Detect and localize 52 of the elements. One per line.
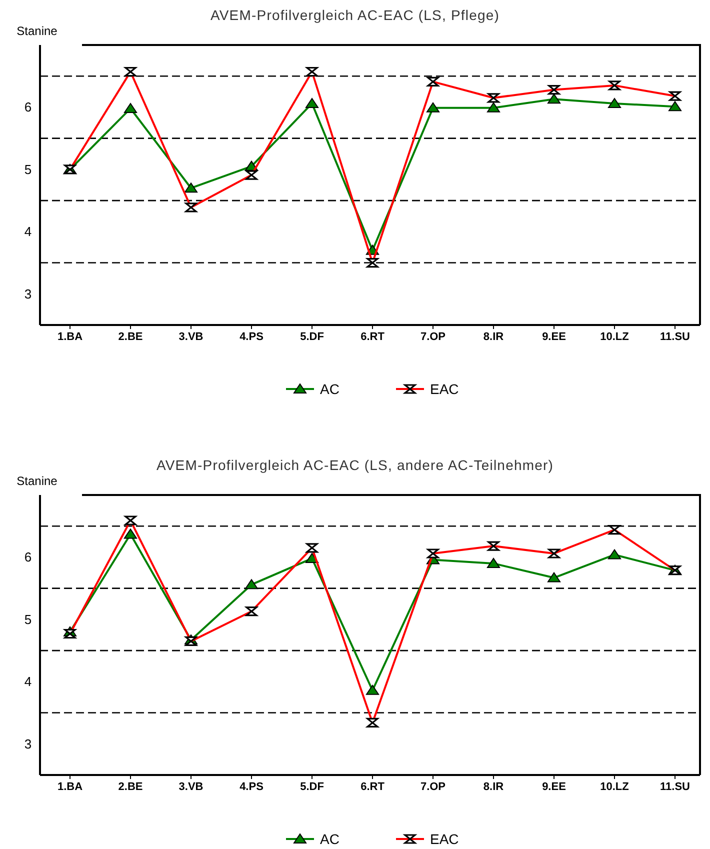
x-tick-label: 10.LZ: [600, 331, 630, 343]
point: [668, 101, 682, 112]
x-tick-label: 10.LZ: [600, 781, 630, 793]
x-tick-label: 5.DF: [300, 781, 324, 793]
x-tick-label: 7.OP: [420, 781, 446, 793]
chart-title: AVEM-Profilvergleich AC-EAC (LS, andere AC-Teilnehmer): [156, 457, 554, 473]
point: [608, 98, 621, 108]
x-tick-label: 1.BA: [57, 331, 83, 343]
x-tick-label: 9.EE: [542, 781, 566, 793]
x-tick-label: 4.PS: [240, 331, 264, 343]
point: [184, 182, 198, 193]
x-tick-label: 6.RT: [360, 331, 385, 343]
y-tick-label: 4: [24, 224, 32, 240]
x-tick-label: 1.BA: [57, 781, 83, 793]
x-tick-label: 2.BE: [118, 331, 143, 343]
chart-title: AVEM-Profilvergleich AC-EAC (LS, Pflege): [210, 7, 500, 23]
x-tick-label: 3.VB: [178, 781, 204, 793]
x-tick-label: 4.PS: [240, 781, 264, 793]
legend-label: AC: [320, 831, 340, 847]
x-tick-label: 2.BE: [118, 781, 143, 793]
y-tick-label: 3: [24, 286, 32, 302]
point: [366, 684, 379, 695]
x-tick-label: 11.SU: [660, 331, 690, 343]
point: [487, 102, 500, 112]
point: [245, 579, 258, 590]
legend-label: AC: [320, 381, 340, 397]
point: [426, 102, 440, 112]
point: [306, 98, 318, 108]
point: [124, 528, 137, 539]
x-tick-label: 6.RT: [360, 781, 385, 793]
point: [548, 572, 560, 582]
legend-label: EAC: [430, 381, 459, 397]
legend-label: EAC: [430, 831, 459, 847]
y-axis-title: Stanine: [16, 24, 58, 38]
point: [124, 102, 137, 113]
x-tick-label: 3.VB: [178, 331, 204, 343]
y-axis-title: Stanine: [16, 474, 58, 488]
x-tick-label: 8.IR: [483, 781, 504, 793]
point: [487, 558, 500, 568]
point: [548, 94, 560, 104]
y-tick-label: 6: [24, 550, 32, 565]
x-tick-label: 8.IR: [483, 331, 504, 343]
y-tick-label: 5: [24, 612, 32, 627]
x-tick-label: 5.DF: [300, 331, 324, 343]
x-tick-label: 11.SU: [660, 781, 690, 793]
y-tick-label: 5: [24, 162, 32, 177]
x-tick-label: 9.EE: [542, 331, 566, 343]
point: [608, 549, 621, 560]
y-tick-label: 3: [24, 736, 32, 752]
y-tick-label: 6: [24, 100, 32, 115]
x-tick-label: 7.OP: [420, 331, 446, 343]
y-tick-label: 4: [24, 674, 32, 690]
